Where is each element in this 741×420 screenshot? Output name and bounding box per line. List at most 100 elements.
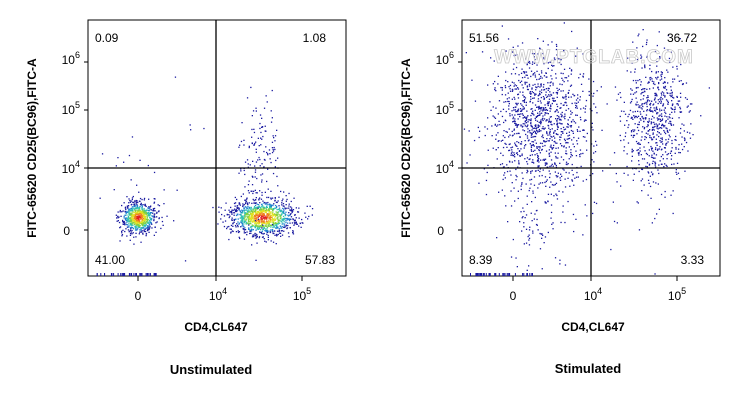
event-dot [233, 214, 235, 216]
axis-pileup-dot [526, 273, 528, 276]
event-dot [288, 218, 290, 221]
event-dot [128, 198, 130, 200]
event-dot [691, 103, 693, 105]
event-dot [575, 155, 578, 157]
event-dot [571, 139, 573, 141]
event-dot [538, 175, 541, 177]
event-dot [653, 81, 655, 83]
event-dot [512, 116, 515, 118]
event-dot [528, 229, 531, 231]
event-dot [244, 215, 246, 217]
event-dot [549, 155, 551, 157]
event-dot [540, 109, 542, 111]
event-dot [513, 82, 515, 84]
event-dot [579, 73, 581, 75]
event-dot [658, 132, 660, 134]
event-dot [258, 222, 260, 224]
event-dot [128, 154, 131, 157]
event-dot [498, 191, 500, 193]
event-dot [641, 190, 643, 192]
event-dot [275, 218, 277, 221]
event-dot [639, 143, 641, 145]
event-dot [540, 85, 542, 87]
event-dot [663, 92, 665, 94]
event-dot [128, 211, 130, 213]
event-dot [532, 159, 534, 161]
event-dot [616, 222, 618, 224]
event-dot [657, 76, 659, 78]
event-dot [124, 207, 127, 209]
event-dot [124, 214, 126, 216]
event-dot [656, 125, 658, 127]
event-dot [127, 220, 129, 222]
event-dot [545, 91, 547, 93]
event-dot [473, 139, 476, 142]
event-dot [555, 155, 557, 158]
event-dot [286, 207, 288, 209]
event-dot [536, 147, 538, 149]
event-dot [679, 92, 682, 94]
event-dot [126, 219, 128, 221]
event-dot [529, 154, 531, 157]
event-dot [266, 213, 268, 215]
event-dot [544, 112, 546, 114]
event-dot [148, 219, 151, 221]
event-dot [659, 56, 661, 58]
event-dot [569, 67, 571, 69]
event-dot [520, 110, 523, 112]
event-dot [533, 176, 536, 178]
event-dot [660, 102, 662, 104]
event-dot [574, 122, 577, 124]
event-dot [521, 104, 523, 106]
event-dot [582, 129, 585, 131]
event-dot [261, 181, 263, 183]
event-dot [540, 123, 542, 125]
event-dot [246, 215, 248, 217]
event-dot [132, 224, 134, 226]
event-dot [259, 122, 261, 125]
event-dot [653, 129, 655, 131]
event-dot [526, 126, 528, 128]
event-dot [245, 206, 247, 208]
event-dot [535, 125, 537, 127]
event-dot [530, 183, 532, 185]
event-dot [634, 115, 636, 118]
event-dot [258, 198, 260, 200]
event-dot [255, 202, 257, 204]
event-dot [252, 209, 255, 211]
event-dot [545, 163, 547, 165]
event-dot [276, 175, 278, 178]
event-dot [247, 220, 250, 222]
event-dot [125, 223, 128, 225]
event-dot [582, 152, 584, 155]
event-dot [657, 119, 659, 121]
event-dot [123, 221, 125, 223]
event-dot [636, 149, 638, 152]
event-dot [519, 221, 521, 223]
event-dot [678, 80, 680, 82]
event-dot [238, 207, 240, 209]
event-dot [281, 223, 283, 225]
event-dot [267, 209, 270, 211]
event-dot [530, 132, 532, 134]
event-dot [266, 230, 268, 232]
event-dot [555, 110, 557, 112]
event-dot [124, 211, 126, 213]
event-dot [535, 129, 538, 132]
event-dot [649, 185, 652, 188]
event-dot [563, 97, 565, 99]
event-dot [268, 224, 270, 226]
event-dot [619, 120, 622, 122]
event-dot [670, 51, 672, 53]
event-dot [151, 223, 153, 225]
event-dot [285, 218, 287, 220]
event-dot [250, 212, 252, 215]
event-dot [658, 31, 660, 33]
y-axis-label: FITC-65620 CD25(BC96),FITC-A [399, 58, 413, 238]
event-dot [659, 160, 661, 162]
event-dot [547, 95, 549, 97]
event-dot [141, 221, 143, 223]
event-dot [529, 92, 531, 94]
event-dot [669, 94, 671, 96]
event-dot [565, 96, 567, 98]
